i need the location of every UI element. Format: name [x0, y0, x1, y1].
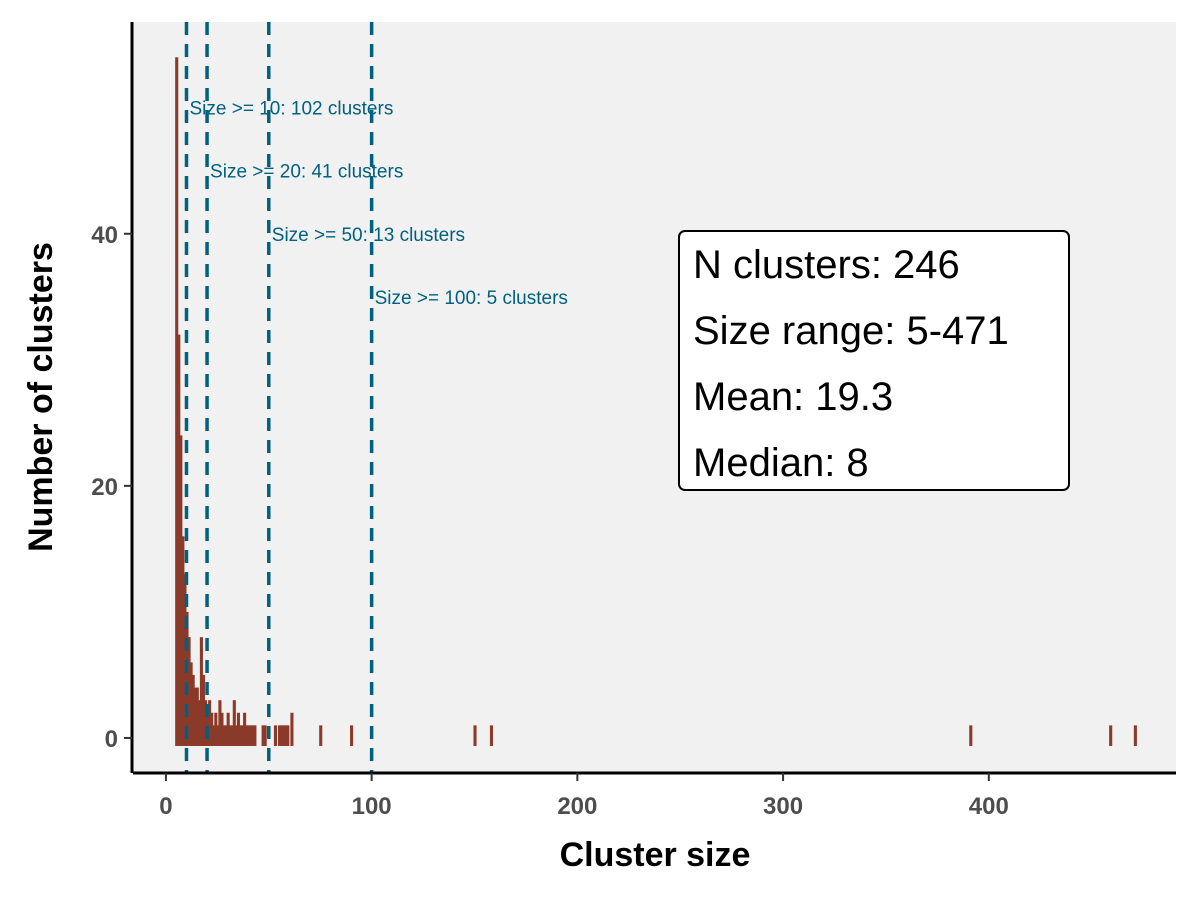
- stats-line-size-range: Size range: 5-471: [693, 309, 1009, 353]
- y-tick-label: 20: [91, 474, 118, 501]
- histogram-bar: [218, 700, 222, 746]
- histogram-bar: [236, 712, 240, 746]
- histogram-bar: [263, 725, 267, 746]
- reference-line-label: Size >= 100: 5 clusters: [375, 288, 568, 309]
- histogram-bar: [284, 725, 288, 746]
- x-axis-ticks: 0 100 200 300 400: [159, 773, 1009, 820]
- histogram-bar: [238, 725, 243, 746]
- reference-line-label: Size >= 10: 102 clusters: [189, 99, 393, 120]
- y-axis-ticks: 0 20 40: [91, 222, 132, 753]
- histogram-bar: [280, 725, 284, 746]
- histogram-bar: [191, 674, 195, 746]
- x-tick-label: 0: [159, 793, 172, 820]
- histogram-bar: [175, 57, 179, 746]
- histogram-bar: [232, 700, 236, 746]
- histogram-bar: [222, 725, 226, 746]
- x-tick-label: 200: [557, 793, 597, 820]
- histogram-bar: [177, 334, 181, 746]
- histogram-bar: [197, 700, 201, 746]
- histogram-bar: [489, 725, 494, 746]
- histogram-bar: [193, 687, 197, 746]
- histogram-bar: [241, 725, 245, 746]
- histogram-bar: [1109, 725, 1113, 746]
- y-tick-label: 40: [91, 222, 118, 249]
- histogram-bar: [187, 637, 191, 746]
- histogram-bar: [220, 712, 224, 746]
- histogram-bar: [290, 712, 294, 746]
- histogram-bar: [214, 712, 218, 746]
- histogram-bar: [224, 725, 228, 746]
- histogram-bar: [228, 725, 232, 746]
- histogram-bar: [245, 725, 249, 746]
- histogram-bar: [249, 725, 253, 746]
- histogram-bar: [208, 700, 212, 746]
- histogram-bar: [273, 725, 278, 746]
- histogram-bar: [230, 725, 234, 746]
- stats-box: N clusters: 246 Size range: 5-471 Mean: …: [678, 230, 1070, 491]
- y-axis-title: Number of clusters: [22, 242, 60, 552]
- histogram-bar: [234, 725, 238, 746]
- histogram-bar: [247, 725, 251, 746]
- stats-line-n-clusters: N clusters: 246: [693, 243, 960, 287]
- histogram-bar: [181, 536, 185, 746]
- stats-line-mean: Mean: 19.3: [693, 375, 893, 419]
- reference-lines: Size >= 10: 102 clusters Size >= 20: 41 c…: [184, 22, 568, 772]
- histogram-bar: [1133, 725, 1137, 746]
- histogram-bar: [278, 725, 282, 746]
- histogram-bar: [179, 435, 183, 746]
- reference-line-label: Size >= 50: 13 clusters: [272, 225, 465, 246]
- x-tick-label: 300: [763, 793, 803, 820]
- histogram-bar: [226, 712, 230, 746]
- histogram-bar: [350, 725, 354, 746]
- histogram-bar: [969, 725, 973, 746]
- histogram-bar: [473, 725, 477, 746]
- x-tick-label: 400: [969, 793, 1009, 820]
- stats-box-frame: [678, 230, 1070, 491]
- histogram-bar: [216, 725, 220, 746]
- histogram-bar: [189, 662, 193, 746]
- histogram-bar: [212, 725, 216, 746]
- stats-line-median: Median: 8: [693, 441, 869, 485]
- histogram-bar: [201, 674, 206, 746]
- histogram-bar: [243, 712, 247, 746]
- x-tick-label: 100: [352, 793, 392, 820]
- histogram-bar: [261, 725, 265, 746]
- histogram-bar: [195, 687, 199, 746]
- histogram-bar: [185, 611, 189, 746]
- x-axis-title: Cluster size: [560, 836, 751, 874]
- histogram-bar: [203, 700, 208, 746]
- histogram-bar: [286, 725, 290, 746]
- histogram-bar: [253, 725, 257, 746]
- reference-line-label: Size >= 20: 41 clusters: [210, 162, 403, 183]
- histogram-bar: [319, 725, 323, 746]
- y-tick-label: 0: [105, 726, 118, 753]
- histogram-bar: [251, 725, 255, 746]
- histogram-bar: [210, 712, 214, 746]
- histogram-bar: [199, 637, 203, 746]
- histogram-bar: [282, 725, 286, 746]
